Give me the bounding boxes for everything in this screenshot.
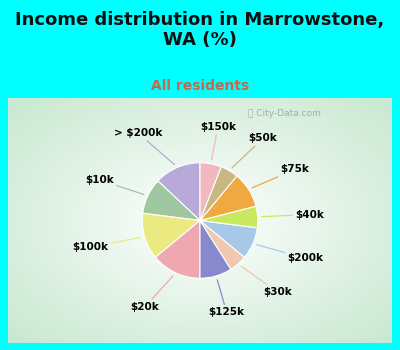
Text: $200k: $200k xyxy=(257,245,324,263)
Text: $150k: $150k xyxy=(200,122,236,160)
Text: $10k: $10k xyxy=(85,175,144,195)
Wedge shape xyxy=(200,176,256,220)
Text: Income distribution in Marrowstone,
WA (%): Income distribution in Marrowstone, WA (… xyxy=(15,10,385,49)
Text: $40k: $40k xyxy=(262,210,324,219)
Wedge shape xyxy=(158,163,200,220)
Text: All residents: All residents xyxy=(151,79,249,93)
Text: > $200k: > $200k xyxy=(114,128,174,164)
Wedge shape xyxy=(143,181,200,220)
Wedge shape xyxy=(200,163,221,220)
Text: $75k: $75k xyxy=(252,164,309,188)
Wedge shape xyxy=(156,220,200,278)
Wedge shape xyxy=(142,213,200,257)
Text: $30k: $30k xyxy=(241,266,292,297)
Wedge shape xyxy=(200,167,237,220)
Text: $50k: $50k xyxy=(232,133,277,168)
Text: $125k: $125k xyxy=(208,280,244,317)
Text: $100k: $100k xyxy=(72,237,141,252)
Wedge shape xyxy=(200,206,258,228)
Wedge shape xyxy=(200,220,231,278)
Wedge shape xyxy=(200,220,244,269)
Text: ⓘ City-Data.com: ⓘ City-Data.com xyxy=(248,108,321,118)
Text: $20k: $20k xyxy=(131,276,173,312)
Wedge shape xyxy=(200,220,257,257)
